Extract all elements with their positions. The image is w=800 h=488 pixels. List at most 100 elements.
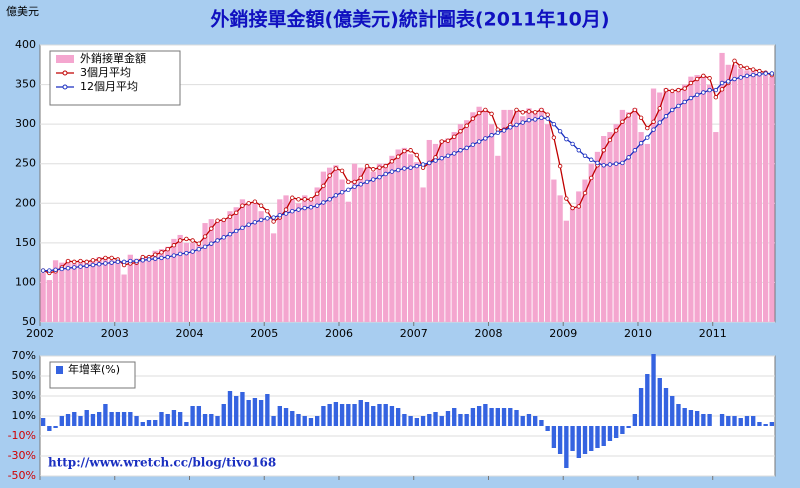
bar [221, 219, 227, 322]
line-marker [271, 219, 276, 224]
bar [520, 416, 525, 426]
line-marker [682, 86, 687, 91]
line-marker [121, 259, 127, 265]
line-marker [202, 244, 208, 250]
bar [594, 151, 601, 322]
bar [90, 414, 96, 426]
bar [221, 404, 226, 426]
line-marker [321, 200, 326, 205]
bar [476, 106, 482, 322]
line-marker [321, 183, 326, 189]
bar [731, 64, 738, 323]
bar [675, 88, 682, 323]
bar [121, 274, 127, 322]
line-marker [240, 203, 245, 208]
line-marker [296, 207, 301, 212]
bar [202, 223, 208, 322]
bar [47, 426, 52, 431]
bar [383, 163, 389, 322]
bar [96, 257, 102, 322]
bar [408, 416, 413, 426]
x-tick-label: 2010 [624, 327, 652, 340]
line-marker [638, 115, 644, 121]
bar [108, 260, 115, 322]
bar [189, 242, 196, 322]
line-marker [215, 218, 220, 223]
bar [464, 414, 469, 426]
bar [327, 404, 332, 426]
bar [426, 139, 432, 322]
annotation: http://www.wretch.cc/blog/tivo168 [48, 456, 276, 470]
line-marker [476, 139, 482, 144]
line-marker [763, 71, 768, 76]
bar [657, 92, 663, 322]
y-tick-label: 400 [15, 38, 36, 51]
bar [127, 254, 133, 322]
bar [314, 187, 320, 322]
x-tick-label: 2007 [400, 327, 428, 340]
line-marker [676, 103, 681, 109]
bar [146, 256, 152, 322]
line-marker [358, 182, 363, 187]
line-marker [177, 251, 183, 257]
line-marker [234, 228, 239, 234]
bar [427, 414, 432, 426]
line-marker [290, 208, 295, 214]
line-marker [171, 243, 177, 248]
line-marker [96, 257, 102, 262]
bar [53, 426, 58, 428]
bar [227, 391, 233, 426]
line-marker [439, 139, 444, 144]
bar [563, 220, 569, 322]
bar [215, 416, 220, 426]
bar [738, 68, 744, 322]
bar [283, 195, 289, 322]
bar [265, 394, 270, 426]
bar [483, 404, 488, 426]
y-tick-label: 250 [15, 157, 36, 170]
bar [289, 199, 295, 322]
line-marker [613, 161, 619, 166]
bar [620, 426, 625, 434]
bar [214, 220, 221, 322]
bar [395, 149, 401, 322]
line-marker [339, 190, 345, 195]
bar [364, 167, 370, 322]
bar [688, 76, 694, 323]
bar [377, 404, 382, 426]
line-marker [458, 148, 463, 153]
line-marker [651, 119, 656, 124]
bar [719, 52, 725, 323]
bar [669, 92, 675, 322]
line-marker [620, 119, 625, 124]
bar [227, 211, 233, 322]
y-tick-label: 100 [15, 275, 36, 288]
line-marker [452, 151, 457, 156]
line-marker [364, 163, 370, 169]
line-marker [464, 145, 469, 151]
line-marker [483, 107, 488, 113]
bar [769, 76, 775, 323]
bar [432, 143, 439, 322]
bar [576, 426, 581, 458]
bar [713, 132, 719, 322]
line-marker [526, 109, 532, 114]
bar [551, 179, 557, 322]
line-marker [215, 238, 220, 243]
line-marker [433, 158, 438, 163]
bar [414, 162, 420, 322]
line-marker [645, 135, 650, 140]
bar [128, 412, 133, 426]
bar [452, 408, 457, 426]
line-marker [520, 120, 525, 125]
bar [190, 406, 195, 426]
y-tick-label: 50% [12, 369, 36, 382]
line-marker [570, 141, 575, 147]
line-marker [707, 87, 712, 93]
bar [763, 424, 768, 426]
line-marker [277, 212, 283, 218]
line-marker [47, 268, 52, 273]
x-tick-label: 2011 [699, 327, 727, 340]
bar [339, 179, 345, 322]
y-tick-label: 50 [22, 315, 36, 328]
